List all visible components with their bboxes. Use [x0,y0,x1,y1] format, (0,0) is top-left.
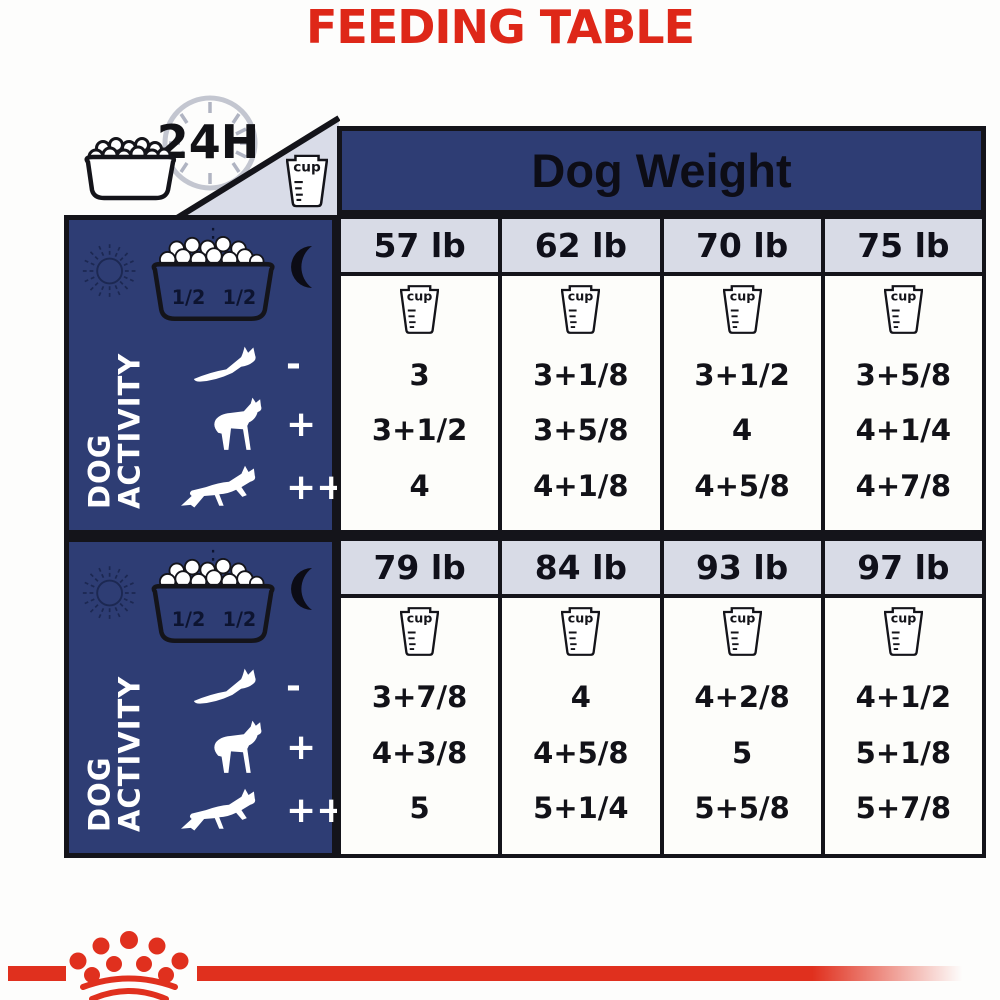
activity-row-high: ++ [161,464,347,512]
feeding-value: 5 [409,791,430,826]
measuring-cup-icon [400,285,439,334]
dog-activity-line1: DOG [82,433,117,510]
feeding-value: 4 [409,468,430,503]
feeding-value: 5 [732,735,753,770]
weight-header-cell: 79 lb [341,541,499,594]
measuring-cup-icon [723,607,762,656]
feeding-value: 3 [409,357,430,392]
feeding-amount-cell: 4 4+5/8 5+1/4 [502,598,660,854]
feeding-value: 4+1/2 [855,679,952,714]
meal-split-row [69,220,332,332]
feeding-amount-cell: 3+1/2 4 4+5/8 [663,276,821,531]
feeding-value: 5+7/8 [855,791,952,826]
daily-ration-graphic: 24H [84,95,340,215]
dog-activity-line2: ACTIVITY [112,675,147,832]
dog-weight-label: Dog Weight [531,144,792,197]
dog-activity-line1: DOG [82,756,117,832]
weight-header-cell: 70 lb [663,219,821,272]
activity-row-medium: + [161,396,326,454]
feeding-amount-cell: 4+1/2 5+1/8 5+7/8 [824,598,982,854]
measuring-cup-icon [561,285,600,334]
dog-activity-label: DOG ACTIVITY [82,352,147,510]
sun-icon [79,562,140,624]
section-divider [64,530,986,541]
feeding-amount-cell: 3 3+1/2 4 [341,276,499,531]
activity-row-medium: + [161,719,326,777]
feeding-value: 3+1/8 [533,357,629,392]
feeding-value: 3+1/2 [371,413,468,447]
weight-header-cell: 57 lb [341,219,499,272]
resting-dog-icon [191,344,279,386]
activity-symbol-medium: + [286,404,317,445]
dog-activity-panel: DOG ACTIVITY - + ++ [64,215,347,535]
feeding-value: 4+5/8 [694,468,790,503]
feeding-value: 4+1/4 [855,413,952,447]
weight-header-cell: 84 lb [502,541,660,594]
activity-row-low: - [161,344,326,386]
weight-grid-section-1: 57 lb 62 lb 70 lb 75 lb 3 3+1/2 4 3+1/8 … [337,215,986,535]
feeding-value: 4+1/8 [533,468,629,503]
running-dog-icon [179,787,279,835]
measuring-cup-icon [884,607,923,656]
feeding-value: 4+7/8 [855,468,952,503]
diagonal-line [176,115,340,215]
split-bowl-icon [140,548,286,648]
feeding-amount-cell: 4+2/8 5 5+5/8 [663,598,821,854]
kibble-bowl-icon [84,137,177,201]
dog-activity-label: DOG ACTIVITY [82,675,147,832]
standing-dog-icon [207,719,279,777]
24h-clock-icon: 24H [157,95,259,191]
split-bowl-icon [140,226,286,326]
feeding-amount-cell: 3+1/8 3+5/8 4+1/8 [502,276,660,531]
measuring-cup-icon [884,285,923,334]
measuring-cup-icon [723,285,762,334]
activity-row-low: - [161,666,326,708]
weight-header-cell: 97 lb [824,541,982,594]
sun-icon [79,240,140,302]
activity-row-high: ++ [161,787,347,835]
feeding-amount-cell: 3+5/8 4+1/4 4+7/8 [824,276,982,531]
feeding-value: 4+3/8 [371,735,468,770]
page-title: FEEDING TABLE [305,0,695,54]
meal-split-row [69,542,332,654]
feeding-value: 3+1/2 [694,357,790,392]
feeding-value: 4 [570,679,591,714]
standing-dog-icon [207,396,279,454]
moon-icon [286,566,320,612]
resting-dog-icon [191,666,279,708]
measuring-cup-icon [561,607,600,656]
measuring-cup-icon [286,154,328,208]
dog-activity-line2: ACTIVITY [112,352,147,510]
activity-symbol-low: - [286,666,301,708]
feeding-amount-cell: 3+7/8 4+3/8 5 [341,598,499,854]
moon-icon [286,244,320,290]
activity-symbol-low: - [286,344,301,385]
running-dog-icon [179,464,279,512]
weight-grid-section-2: 79 lb 84 lb 93 lb 97 lb 3+7/8 4+3/8 5 4 … [337,537,986,858]
weight-header-cell: 75 lb [824,219,982,272]
feeding-value: 4 [732,413,753,447]
weight-header-cell: 62 lb [502,219,660,272]
feeding-value: 5+5/8 [694,791,790,826]
measuring-cup-icon [400,607,439,656]
feeding-value: 3+5/8 [855,357,952,392]
feeding-value: 4+2/8 [694,679,790,714]
activity-symbol-high: ++ [286,467,347,508]
activity-symbol-high: ++ [286,789,347,831]
brand-band-left [8,966,66,981]
dog-weight-header: Dog Weight [337,126,986,215]
feeding-value: 3+5/8 [533,413,629,447]
crown-logo [64,930,194,1000]
dog-activity-panel: DOG ACTIVITY - + ++ [64,537,347,858]
weight-header-cell: 93 lb [663,541,821,594]
feeding-value: 5+1/8 [855,735,952,770]
feeding-value: 5+1/4 [533,791,629,826]
feeding-value: 3+7/8 [371,679,468,714]
brand-band-right [197,966,986,981]
feeding-value: 4+5/8 [533,735,629,770]
activity-symbol-medium: + [286,726,317,768]
